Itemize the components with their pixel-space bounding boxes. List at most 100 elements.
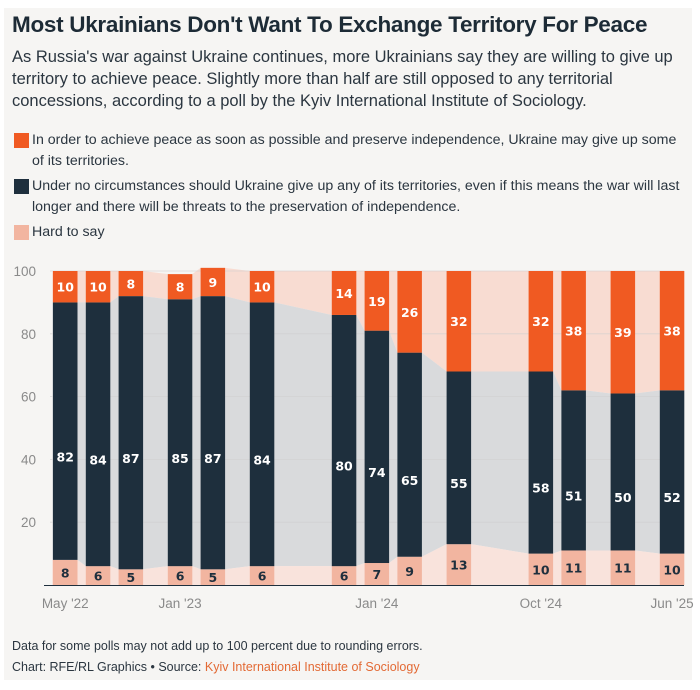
bar-segment-give-up xyxy=(561,271,586,391)
bar-segment-give-up xyxy=(528,271,554,372)
data-label: 82 xyxy=(57,449,74,464)
bar-segment-hard-to-say xyxy=(528,553,554,585)
bar-segment-give-up xyxy=(53,271,78,303)
bar-segment-hard-to-say xyxy=(659,553,685,585)
data-label: 38 xyxy=(565,324,582,339)
bar-segment-give-up xyxy=(659,271,685,391)
data-label: 39 xyxy=(614,325,631,340)
bar-segment-hard-to-say xyxy=(610,550,636,585)
bar-segment-hard-to-say xyxy=(118,569,144,585)
bar-segment-give-up xyxy=(249,271,275,303)
data-label: 10 xyxy=(532,562,550,577)
data-label: 80 xyxy=(335,459,353,474)
data-label: 10 xyxy=(89,280,107,295)
bar-segment-no-circumstances xyxy=(249,302,275,567)
legend-label: Under no circumstances should Ukraine gi… xyxy=(32,178,680,215)
axes: 20 40 60 80 100 May '22 Jan '23 Jan '24 Oct '24 J… xyxy=(13,264,693,611)
y-tick-label: 100 xyxy=(13,264,36,279)
bar-segment-no-circumstances xyxy=(659,390,685,554)
chart-subtitle: As Russia's war against Ukraine continue… xyxy=(12,48,673,110)
data-label: 6 xyxy=(258,569,267,584)
data-label: 6 xyxy=(176,569,185,584)
footer: Data for some polls may not add up to 10… xyxy=(12,636,423,678)
bar-segment-no-circumstances xyxy=(53,302,78,560)
data-label: 5 xyxy=(208,570,217,585)
x-tick-label: May '22 xyxy=(42,596,89,611)
data-label: 10 xyxy=(253,280,271,295)
x-tick-label: Oct '24 xyxy=(520,596,563,611)
bar-segment-hard-to-say xyxy=(249,566,275,585)
bar-segment-give-up xyxy=(118,271,144,297)
y-tick-label: 40 xyxy=(21,452,36,467)
bar-segment-give-up xyxy=(610,271,636,394)
bar-segment-hard-to-say xyxy=(53,559,78,585)
data-label: 32 xyxy=(532,314,549,329)
bar-segment-give-up xyxy=(364,271,390,331)
bar-segment-no-circumstances xyxy=(446,371,472,545)
bar-segment-hard-to-say xyxy=(364,563,390,585)
data-label: 6 xyxy=(94,569,103,584)
legend-swatch-navy xyxy=(14,179,29,194)
x-tick-label: Jan '23 xyxy=(158,596,201,611)
bar-segment-give-up xyxy=(397,271,422,353)
data-label: 8 xyxy=(61,565,70,580)
bar-segment-give-up xyxy=(446,271,472,372)
legend: In order to achieve peace as soon as pos… xyxy=(12,130,682,247)
data-label: 10 xyxy=(663,562,681,577)
x-tick-label: Jan '24 xyxy=(355,596,399,611)
credit-line: Chart: RFE/RL Graphics • Source: Kyiv In… xyxy=(12,657,423,678)
data-label: 8 xyxy=(176,280,185,295)
data-label: 85 xyxy=(171,451,188,466)
bar-segment-give-up xyxy=(200,267,226,297)
data-label: 84 xyxy=(253,452,271,467)
data-label: 38 xyxy=(663,324,680,339)
bar-segment-give-up xyxy=(85,271,111,303)
bar-segment-no-circumstances xyxy=(561,390,586,551)
data-label: 5 xyxy=(126,570,135,585)
bar-segment-no-circumstances xyxy=(200,296,226,570)
bars xyxy=(53,267,685,585)
legend-label: In order to achieve peace as soon as pos… xyxy=(32,132,677,169)
y-tick-label: 20 xyxy=(21,515,36,530)
bar-segment-no-circumstances xyxy=(331,314,357,567)
source-link[interactable]: Kyiv International Institute of Sociolog… xyxy=(204,660,420,674)
bar-segment-give-up xyxy=(331,271,357,315)
data-label: 14 xyxy=(335,286,353,301)
data-label: 52 xyxy=(663,490,680,505)
data-label: 51 xyxy=(565,489,582,504)
legend-item-no-circumstances: Under no circumstances should Ukraine gi… xyxy=(12,176,682,218)
data-label: 9 xyxy=(208,275,217,290)
bar-segment-hard-to-say xyxy=(331,566,357,585)
bar-segment-hard-to-say xyxy=(85,566,111,585)
chart-title: Most Ukrainians Don't Want To Exchange T… xyxy=(12,12,648,37)
legend-swatch-orange xyxy=(14,133,29,148)
bar-segment-no-circumstances xyxy=(610,393,636,551)
bar-segment-no-circumstances xyxy=(85,302,111,567)
data-label: 58 xyxy=(532,481,549,496)
data-label: 50 xyxy=(614,490,632,505)
data-label: 9 xyxy=(405,564,414,579)
bar-segment-no-circumstances xyxy=(528,371,554,554)
y-tick-label: 80 xyxy=(21,327,36,342)
bar-segment-no-circumstances xyxy=(397,352,422,557)
data-label: 13 xyxy=(450,558,467,573)
bar-segment-no-circumstances xyxy=(167,299,193,567)
data-label: 6 xyxy=(340,569,349,584)
footnote: Data for some polls may not add up to 10… xyxy=(12,639,423,653)
data-label: 55 xyxy=(450,476,467,491)
bar-segment-no-circumstances xyxy=(364,330,390,564)
bar-segment-give-up xyxy=(167,274,193,300)
data-label: 19 xyxy=(368,294,385,309)
bar-segment-no-circumstances xyxy=(118,296,144,570)
bar-segment-hard-to-say xyxy=(446,544,472,585)
data-label: 11 xyxy=(565,561,582,576)
data-label: 32 xyxy=(450,314,467,329)
data-label: 26 xyxy=(401,305,419,320)
data-label: 11 xyxy=(614,561,631,576)
data-label: 8 xyxy=(126,277,135,292)
legend-item-hard-to-say: Hard to say xyxy=(12,222,682,243)
data-label: 84 xyxy=(89,452,107,467)
data-label: 10 xyxy=(57,280,75,295)
credit-text: Chart: RFE/RL Graphics • Source: xyxy=(12,660,205,674)
